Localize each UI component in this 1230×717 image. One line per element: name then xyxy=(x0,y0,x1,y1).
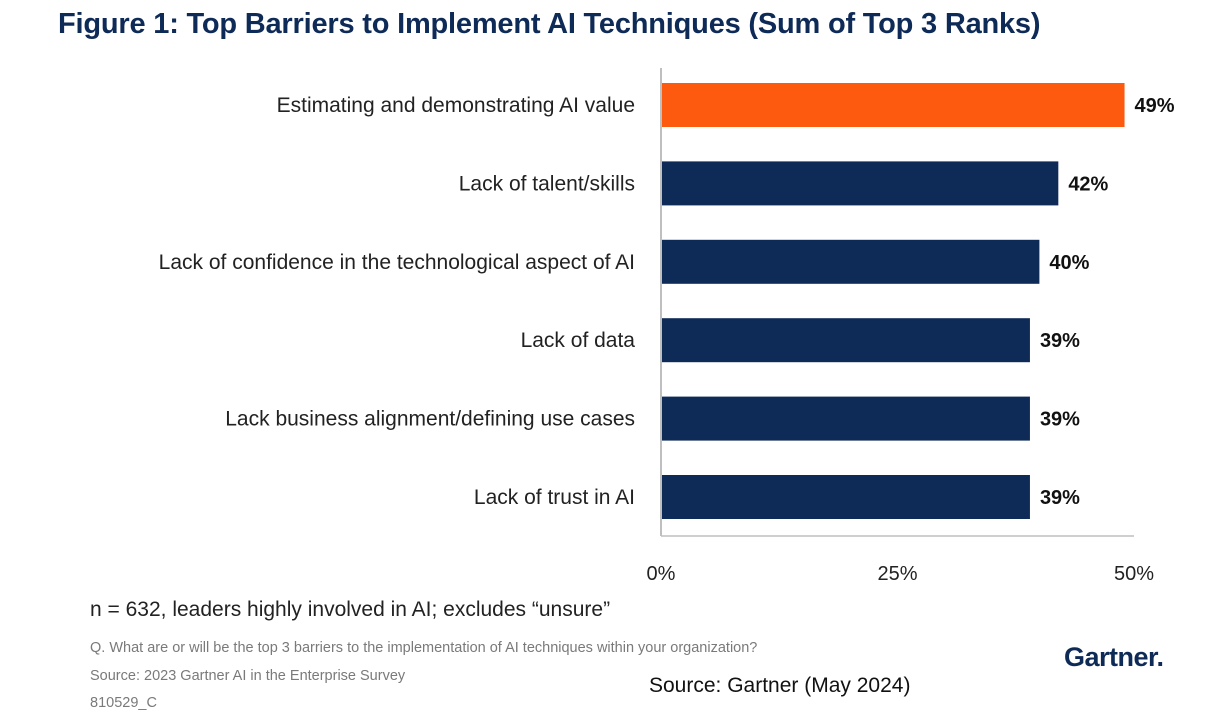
sample-note: n = 632, leaders highly involved in AI; … xyxy=(90,598,611,621)
value-label: 42% xyxy=(1068,173,1108,195)
chart-title: Figure 1: Top Barriers to Implement AI T… xyxy=(58,8,1041,40)
value-label: 39% xyxy=(1040,487,1080,509)
bar xyxy=(661,239,1040,284)
value-label: 39% xyxy=(1040,330,1080,352)
category-label: Lack of data xyxy=(521,329,636,352)
source-caption: Source: Gartner (May 2024) xyxy=(649,674,911,697)
bar xyxy=(661,475,1030,519)
survey-question: Q. What are or will be the top 3 barrier… xyxy=(90,640,758,656)
category-label: Lack of talent/skills xyxy=(459,172,635,195)
bars-layer: Estimating and demonstrating AI value 49%… xyxy=(159,83,1175,519)
document-id: 810529_C xyxy=(90,695,157,711)
bar xyxy=(661,83,1125,127)
survey-source: Source: 2023 Gartner AI in the Enterpris… xyxy=(90,668,406,684)
x-tick-label: 25% xyxy=(877,563,917,585)
category-label: Lack of trust in AI xyxy=(474,486,635,509)
value-label: 49% xyxy=(1135,95,1175,117)
category-label: Lack business alignment/defining use cas… xyxy=(225,408,635,431)
category-label: Lack of confidence in the technological … xyxy=(159,251,635,274)
x-tick-label: 0% xyxy=(647,563,676,585)
bar-chart: Estimating and demonstrating AI value 49%… xyxy=(159,68,1175,585)
gartner-logo: Gartner. xyxy=(1064,642,1164,672)
bar xyxy=(661,396,1030,441)
value-label: 39% xyxy=(1040,409,1080,431)
x-tick-label: 50% xyxy=(1114,563,1154,585)
bar xyxy=(661,161,1059,206)
category-label: Estimating and demonstrating AI value xyxy=(277,94,635,117)
bar xyxy=(661,318,1030,363)
axis-layer: 0% 25% 50% xyxy=(647,68,1154,585)
value-label: 40% xyxy=(1049,252,1089,274)
